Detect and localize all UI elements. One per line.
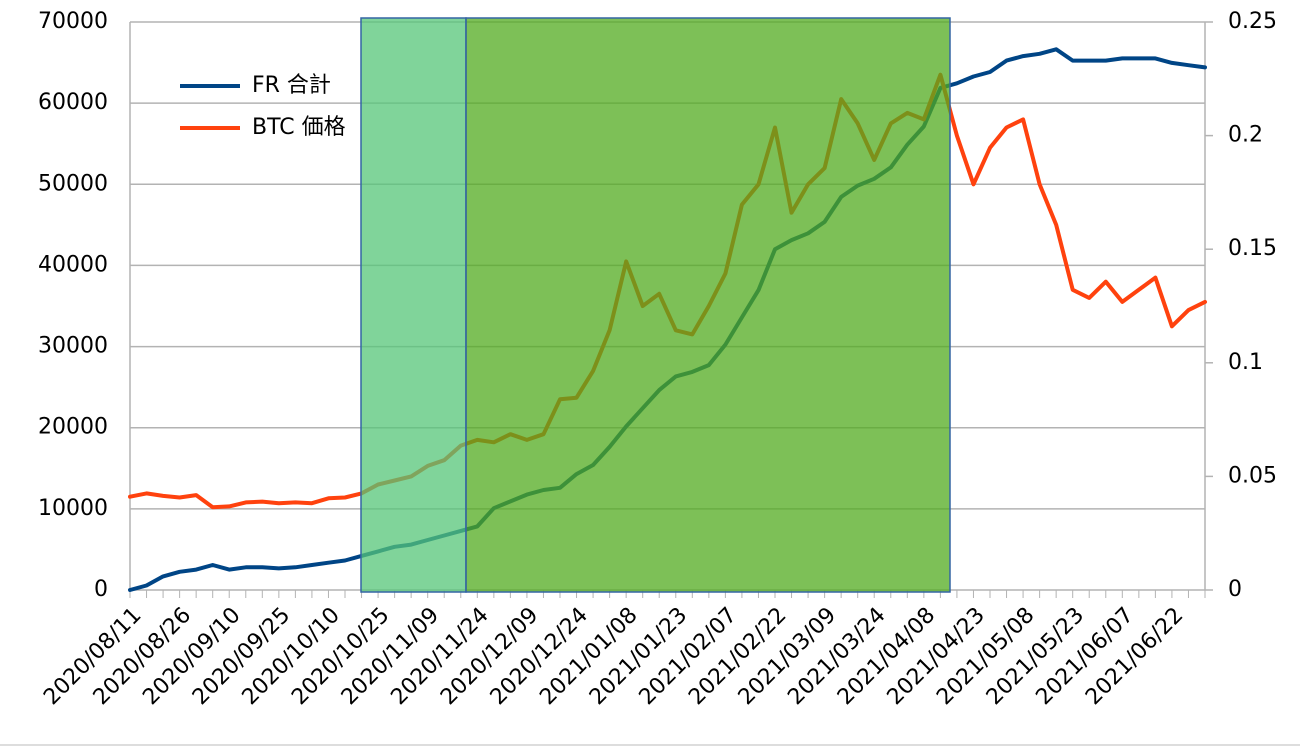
highlight-region bbox=[465, 17, 951, 593]
y2-tick-label: 0.25 bbox=[1228, 9, 1277, 34]
y-tick-label: 20000 bbox=[38, 415, 108, 440]
y-tick-label: 40000 bbox=[38, 252, 108, 277]
y-tick-label: 10000 bbox=[38, 496, 108, 521]
y2-tick-label: 0.2 bbox=[1228, 123, 1263, 148]
highlight-region bbox=[360, 17, 467, 593]
legend-label: BTC 価格 bbox=[252, 115, 346, 140]
y-tick-label: 50000 bbox=[38, 171, 108, 196]
y2-tick-label: 0.05 bbox=[1228, 463, 1277, 488]
y2-tick-label: 0.1 bbox=[1228, 350, 1263, 375]
legend: FR 合計 BTC 価格 bbox=[180, 73, 346, 140]
y-tick-label: 70000 bbox=[38, 9, 108, 34]
legend-label: FR 合計 bbox=[252, 73, 331, 98]
y-tick-label: 0 bbox=[94, 577, 108, 602]
y2-tick-label: 0.15 bbox=[1228, 236, 1277, 261]
y-tick-label: 30000 bbox=[38, 334, 108, 359]
y-tick-label: 60000 bbox=[38, 90, 108, 115]
y2-tick-label: 0 bbox=[1228, 577, 1242, 602]
